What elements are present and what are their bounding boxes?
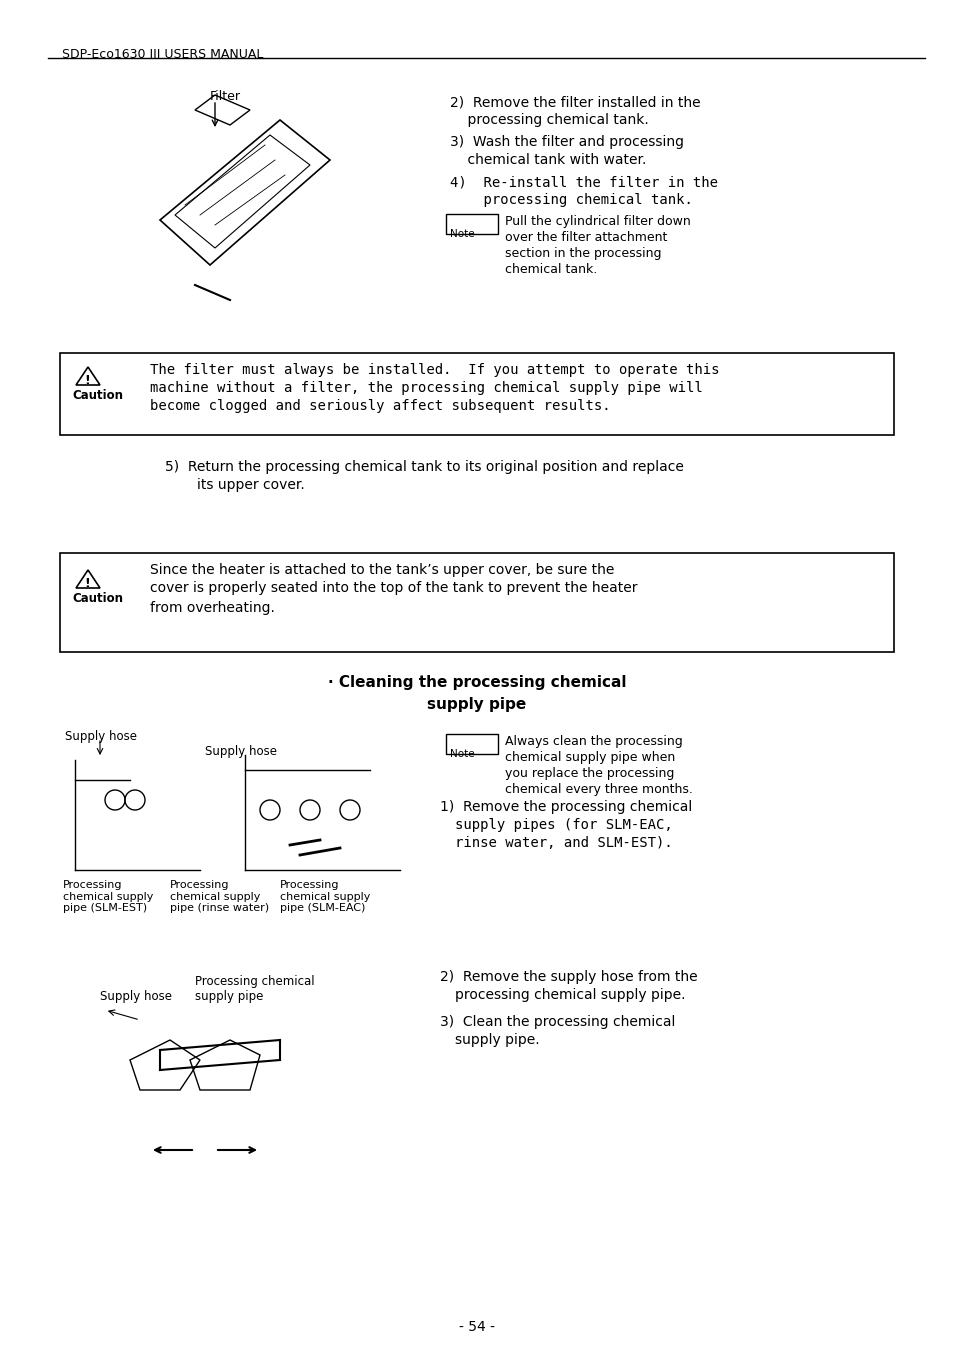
Text: 2)  Remove the filter installed in the: 2) Remove the filter installed in the xyxy=(450,95,700,109)
Text: processing chemical supply pipe.: processing chemical supply pipe. xyxy=(455,988,685,1002)
Text: processing chemical tank.: processing chemical tank. xyxy=(450,113,648,127)
Text: section in the processing: section in the processing xyxy=(504,247,660,259)
Text: Pull the cylindrical filter down: Pull the cylindrical filter down xyxy=(504,215,690,228)
Text: Caution: Caution xyxy=(71,389,123,403)
Text: its upper cover.: its upper cover. xyxy=(196,478,304,492)
Text: Since the heater is attached to the tank’s upper cover, be sure the: Since the heater is attached to the tank… xyxy=(150,563,614,577)
Text: SDP-Eco1630 III USERS MANUAL: SDP-Eco1630 III USERS MANUAL xyxy=(62,49,263,61)
FancyBboxPatch shape xyxy=(60,353,893,435)
Text: Processing
chemical supply
pipe (rinse water): Processing chemical supply pipe (rinse w… xyxy=(170,880,269,913)
Text: Processing
chemical supply
pipe (SLM-EST): Processing chemical supply pipe (SLM-EST… xyxy=(63,880,153,913)
Text: Supply hose: Supply hose xyxy=(65,730,137,743)
Text: rinse water, and SLM-EST).: rinse water, and SLM-EST). xyxy=(455,836,672,850)
Text: cover is properly seated into the top of the tank to prevent the heater: cover is properly seated into the top of… xyxy=(150,581,637,594)
Text: chemical every three months.: chemical every three months. xyxy=(504,784,692,796)
Text: Processing chemical
supply pipe: Processing chemical supply pipe xyxy=(194,975,314,1002)
Text: 3)  Clean the processing chemical: 3) Clean the processing chemical xyxy=(439,1015,675,1029)
Text: chemical supply pipe when: chemical supply pipe when xyxy=(504,751,675,765)
Text: supply pipe.: supply pipe. xyxy=(455,1034,539,1047)
Text: Note: Note xyxy=(450,748,475,759)
FancyBboxPatch shape xyxy=(60,553,893,653)
FancyBboxPatch shape xyxy=(446,213,497,234)
Text: Processing
chemical supply
pipe (SLM-EAC): Processing chemical supply pipe (SLM-EAC… xyxy=(280,880,370,913)
Text: processing chemical tank.: processing chemical tank. xyxy=(450,193,692,207)
Text: over the filter attachment: over the filter attachment xyxy=(504,231,667,245)
Text: Supply hose: Supply hose xyxy=(205,744,276,758)
Text: chemical tank with water.: chemical tank with water. xyxy=(450,153,646,168)
Text: Filter: Filter xyxy=(210,91,241,103)
Text: !: ! xyxy=(84,374,90,386)
Text: Note: Note xyxy=(450,230,475,239)
Text: supply pipes (for SLM-EAC,: supply pipes (for SLM-EAC, xyxy=(455,817,672,832)
Text: chemical tank.: chemical tank. xyxy=(504,263,597,276)
Text: 4)  Re-install the filter in the: 4) Re-install the filter in the xyxy=(450,176,718,189)
Text: from overheating.: from overheating. xyxy=(150,601,274,615)
Text: 2)  Remove the supply hose from the: 2) Remove the supply hose from the xyxy=(439,970,697,984)
Text: machine without a filter, the processing chemical supply pipe will: machine without a filter, the processing… xyxy=(150,381,702,394)
Text: Always clean the processing: Always clean the processing xyxy=(504,735,682,748)
Text: Caution: Caution xyxy=(71,592,123,605)
Text: 1)  Remove the processing chemical: 1) Remove the processing chemical xyxy=(439,800,692,815)
Text: 3)  Wash the filter and processing: 3) Wash the filter and processing xyxy=(450,135,683,149)
FancyBboxPatch shape xyxy=(446,734,497,754)
Text: become clogged and seriously affect subsequent results.: become clogged and seriously affect subs… xyxy=(150,399,610,413)
Text: 5)  Return the processing chemical tank to its original position and replace: 5) Return the processing chemical tank t… xyxy=(165,459,683,474)
Text: · Cleaning the processing chemical: · Cleaning the processing chemical xyxy=(328,676,625,690)
Text: - 54 -: - 54 - xyxy=(458,1320,495,1333)
Text: you replace the processing: you replace the processing xyxy=(504,767,674,780)
Text: !: ! xyxy=(84,577,90,590)
Text: The filter must always be installed.  If you attempt to operate this: The filter must always be installed. If … xyxy=(150,363,719,377)
Text: supply pipe: supply pipe xyxy=(427,697,526,712)
Text: Supply hose: Supply hose xyxy=(100,990,172,1002)
